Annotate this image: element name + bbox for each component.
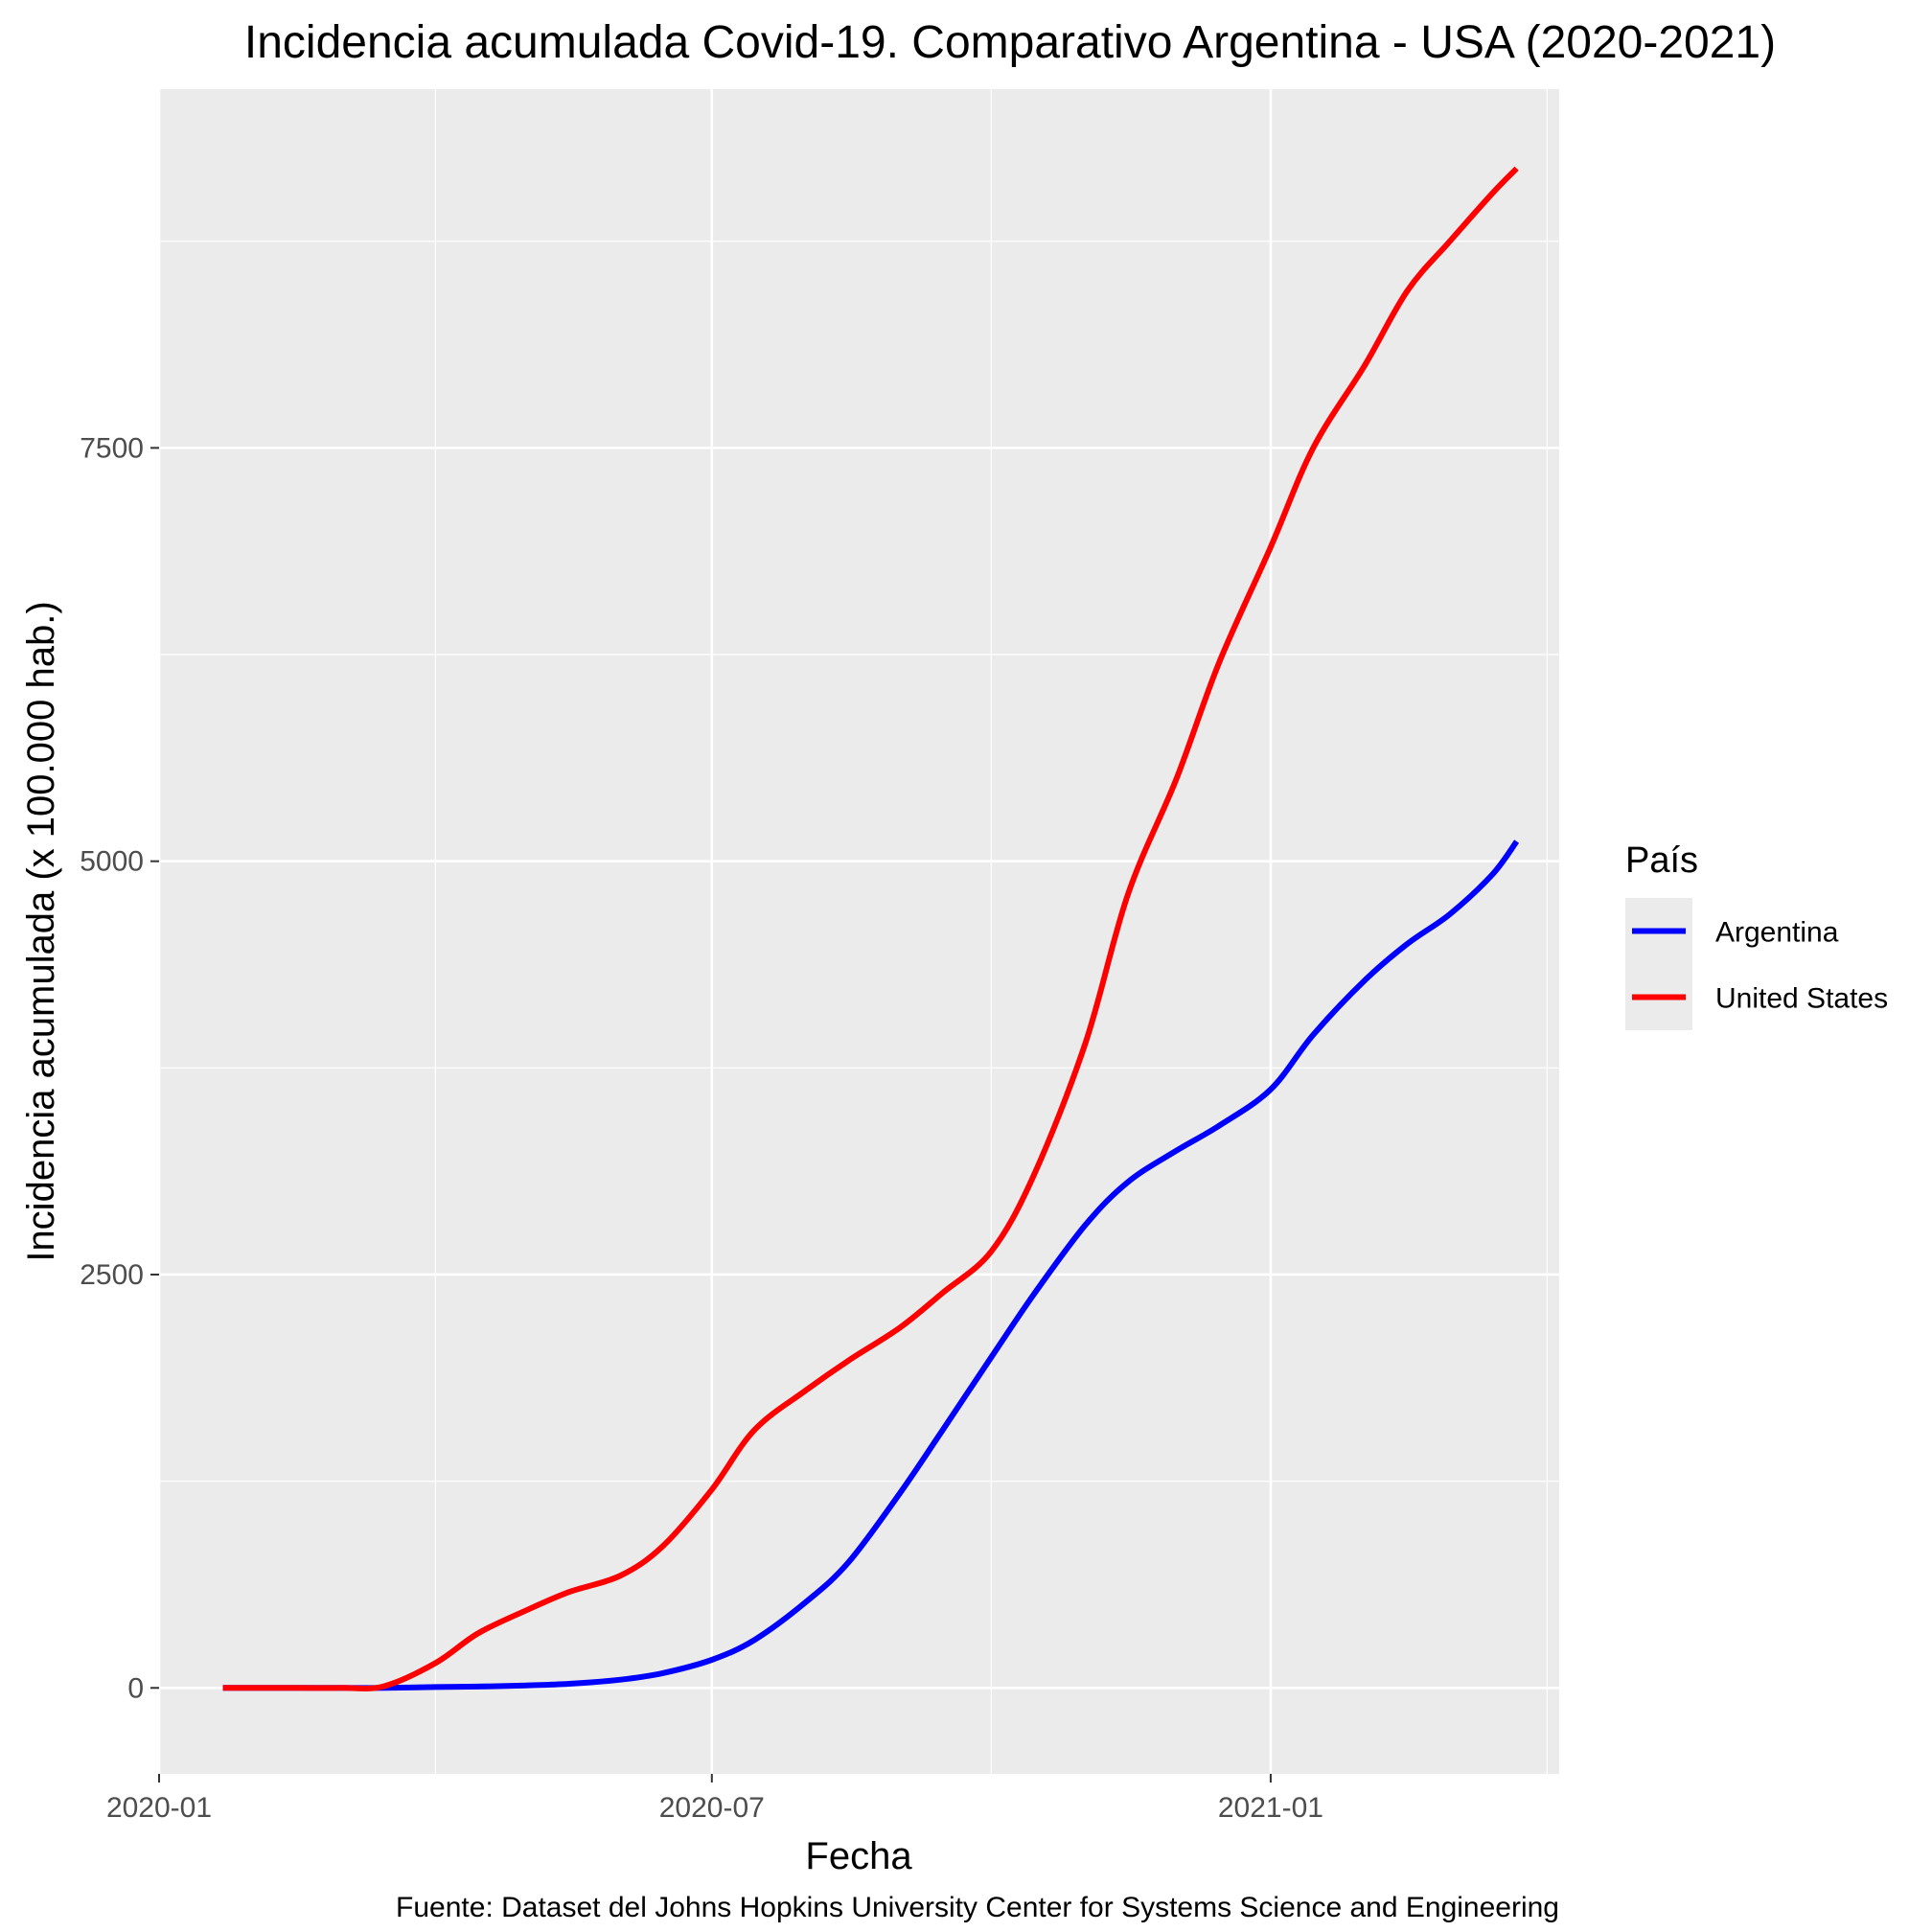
series-lines: [222, 166, 1520, 1691]
chart-title: Incidencia acumulada Covid-19. Comparati…: [244, 17, 1776, 68]
legend-key-background: [1625, 898, 1692, 1030]
series-line-united-states: [222, 166, 1519, 1691]
y-axis-title: Incidencia acumulada (x 100.000 hab.): [20, 601, 62, 1261]
x-axis-title: Fecha: [805, 1835, 912, 1877]
legend-title: País: [1625, 840, 1698, 881]
legend: País Argentina United States: [1625, 840, 1888, 1030]
y-tick-label: 5000: [80, 846, 144, 878]
legend-items: Argentina United States: [1625, 898, 1888, 1030]
x-tick-label: 2021-01: [1218, 1792, 1323, 1824]
series-line-argentina: [222, 840, 1520, 1691]
x-axis: 2020-01 2020-07 2021-01: [106, 1774, 1323, 1824]
legend-label: United States: [1715, 983, 1888, 1015]
legend-label: Argentina: [1715, 917, 1839, 949]
x-tick-label: 2020-01: [106, 1792, 212, 1824]
y-axis: 0 2500 5000 7500: [80, 432, 159, 1704]
y-tick-label: 0: [127, 1672, 144, 1704]
x-tick-label: 2020-07: [659, 1792, 765, 1824]
chart-caption: Fuente: Dataset del Johns Hopkins Univer…: [396, 1892, 1559, 1923]
plot-background: [159, 89, 1559, 1774]
minor-gridlines: [159, 89, 1559, 1774]
y-tick-label: 2500: [80, 1259, 144, 1291]
y-tick-label: 7500: [80, 432, 144, 464]
